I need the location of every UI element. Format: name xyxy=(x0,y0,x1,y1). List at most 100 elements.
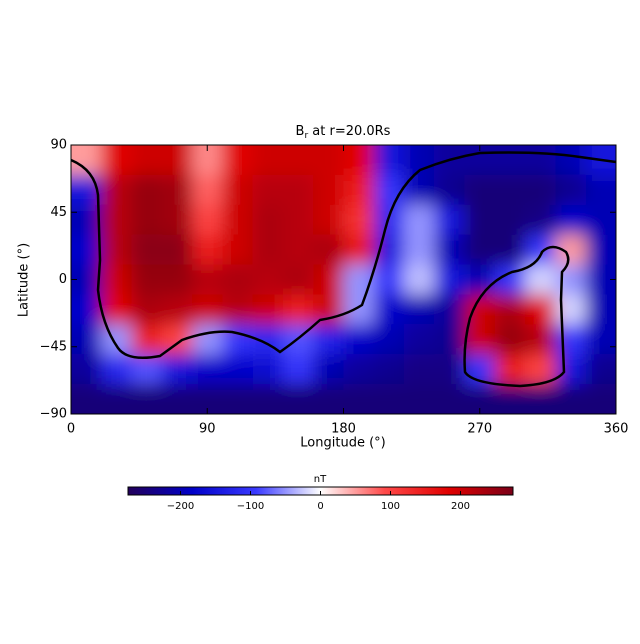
heatmap-cell xyxy=(525,145,556,176)
heatmap-cell xyxy=(131,264,163,295)
heatmap-cell xyxy=(555,204,587,236)
heatmap-cell xyxy=(404,354,435,385)
heatmap-cell xyxy=(101,384,133,414)
x-tick-label: 90 xyxy=(199,422,216,437)
heatmap-cell xyxy=(161,294,193,325)
heatmap-cell xyxy=(222,145,254,176)
heatmap-cell xyxy=(161,384,193,414)
heatmap-cell xyxy=(373,174,405,206)
title-symbol: B xyxy=(296,124,305,139)
heatmap-cell xyxy=(192,174,223,206)
heatmap-cell xyxy=(282,294,314,325)
heatmap-cell xyxy=(404,204,435,236)
heatmap-cell xyxy=(131,174,163,206)
heatmap-cell xyxy=(252,204,284,236)
heatmap-cell xyxy=(373,294,405,325)
heatmap-cell xyxy=(404,264,435,295)
x-tick-label: 0 xyxy=(67,422,75,437)
heatmap-cell xyxy=(585,234,616,266)
heatmap-cell xyxy=(343,174,375,206)
heatmap-cell xyxy=(192,354,223,385)
heatmap-cell xyxy=(343,294,375,325)
contour xyxy=(463,245,570,388)
heatmap-cell xyxy=(71,354,102,385)
heatmap-cell xyxy=(373,384,405,414)
y-tick-label: 0 xyxy=(59,272,67,287)
heatmap-cell xyxy=(464,174,496,206)
heatmap-cell xyxy=(434,384,466,414)
heatmap xyxy=(71,145,616,414)
heatmap-cell xyxy=(464,354,496,385)
heatmap-cell xyxy=(252,145,284,176)
heatmap-cell xyxy=(343,354,375,385)
heatmap-cell xyxy=(373,234,405,266)
colorbar-tick-label: 0 xyxy=(317,501,323,512)
heatmap-cell xyxy=(404,384,435,414)
heatmap-cell xyxy=(494,145,526,176)
heatmap-cell xyxy=(525,204,556,236)
heatmap-cell xyxy=(282,264,314,295)
heatmap-cell xyxy=(161,174,193,206)
colorbar-tick-label: −100 xyxy=(237,501,264,512)
heatmap-cell xyxy=(131,294,163,325)
heatmap-cell xyxy=(343,264,375,295)
heatmap-cell xyxy=(555,145,587,176)
heatmap-cell xyxy=(313,145,344,176)
heatmap-cell xyxy=(222,264,254,295)
heatmap-cell xyxy=(192,324,223,355)
heatmap-cell xyxy=(222,174,254,206)
heatmap-cell xyxy=(525,234,556,266)
heatmap-cells xyxy=(71,145,616,414)
y-tick-label: 90 xyxy=(50,138,67,153)
heatmap-cell xyxy=(494,204,526,236)
heatmap-cell xyxy=(434,174,466,206)
heatmap-cell xyxy=(101,324,133,355)
heatmap-cell xyxy=(373,204,405,236)
heatmap-cell xyxy=(313,384,344,414)
heatmap-cell xyxy=(222,234,254,266)
heatmap-cell xyxy=(434,234,466,266)
heatmap-cell xyxy=(252,294,284,325)
heatmap-cell xyxy=(71,384,102,414)
heatmap-cell xyxy=(434,324,466,355)
chart-title: Br at r=20.0Rs xyxy=(296,124,391,141)
heatmap-cell xyxy=(555,174,587,206)
heatmap-cell xyxy=(343,234,375,266)
contour xyxy=(71,151,616,359)
heatmap-cell xyxy=(404,234,435,266)
heatmap-cell xyxy=(343,324,375,355)
heatmap-cell xyxy=(161,145,193,176)
heatmap-cell xyxy=(555,264,587,295)
heatmap-cell xyxy=(192,294,223,325)
heatmap-cell xyxy=(313,354,344,385)
heatmap-cell xyxy=(494,384,526,414)
colorbar-label: nT xyxy=(314,474,327,485)
heatmap-cell xyxy=(282,234,314,266)
colorbar-tick-label: 200 xyxy=(451,501,470,512)
heatmap-cell xyxy=(494,324,526,355)
heatmap-cell xyxy=(313,264,344,295)
heatmap-cell xyxy=(252,354,284,385)
heatmap-cell xyxy=(101,354,133,385)
heatmap-cell xyxy=(313,174,344,206)
heatmap-cell xyxy=(525,384,556,414)
heatmap-cell xyxy=(373,354,405,385)
heatmap-cell xyxy=(282,174,314,206)
heatmap-cell xyxy=(252,384,284,414)
heatmap-cell xyxy=(71,294,102,325)
heatmap-cell xyxy=(192,234,223,266)
heatmap-cell xyxy=(585,324,616,355)
heatmap-cell xyxy=(131,145,163,176)
heatmap-cell xyxy=(494,294,526,325)
heatmap-cell xyxy=(585,384,616,414)
heatmap-cell xyxy=(222,354,254,385)
title-rest: at r=20.0Rs xyxy=(308,124,391,139)
heatmap-cell xyxy=(101,264,133,295)
heatmap-cell xyxy=(434,264,466,295)
heatmap-cell xyxy=(585,204,616,236)
y-tick-label: −90 xyxy=(40,407,67,422)
heatmap-cell xyxy=(585,294,616,325)
heatmap-cell xyxy=(282,204,314,236)
heatmap-cell xyxy=(434,294,466,325)
